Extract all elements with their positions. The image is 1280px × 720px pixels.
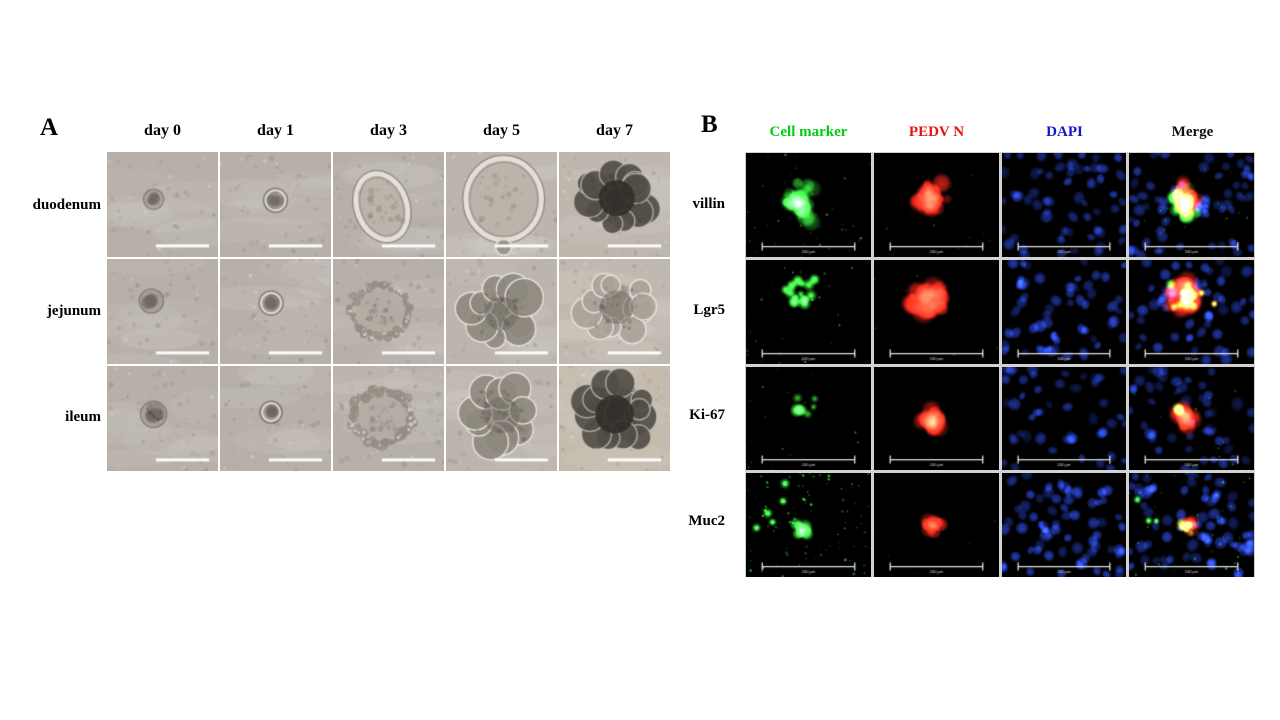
panel-a-image-r0-c1 [220, 152, 331, 257]
panel-b-image-r0-c0 [746, 153, 871, 257]
panel-a-row-label-jejunum: jejunum [46, 303, 101, 319]
panel-a-image-r0-c4 [559, 152, 670, 257]
panel-a-image-r2-c4 [559, 366, 670, 471]
panel-a-day-header: day 5 [483, 122, 520, 139]
panel-b-channel-header: Merge [1171, 124, 1214, 140]
panel-b-row-label-villin: villin [692, 196, 725, 212]
panel-b-image-r1-c1 [873, 259, 999, 364]
panel-b-channel-header: PEDV N [908, 124, 965, 140]
panel-a-day-header: day 7 [596, 122, 633, 139]
panel-b-channel-header: Cell marker [769, 124, 848, 140]
panel-b-image-r1-c3 [1129, 259, 1254, 364]
panel-b-image-r3-c1 [873, 473, 999, 578]
panel-a-image-r1-c2 [333, 259, 444, 364]
panel-a-image-r1-c4 [559, 259, 670, 364]
panel-b-image-r2-c1 [873, 366, 999, 471]
panel-b-row-label-Ki-67: Ki-67 [689, 407, 725, 423]
panel-a-image-r1-c0 [107, 259, 218, 364]
panel-b-image-r3-c0 [746, 473, 871, 578]
panel-a-image-grid [107, 152, 670, 471]
panel-b-image-r2-c0 [746, 366, 871, 471]
panel-b-label: B [701, 111, 718, 138]
panel-b-image-r1-c2 [1001, 259, 1127, 364]
panel-b-channel-header: DAPI [1046, 124, 1083, 140]
panel-a-row-label-ileum: ileum [65, 409, 101, 425]
panel-b-image-r0-c3 [1129, 153, 1254, 257]
panel-a-day-header: day 3 [370, 122, 407, 139]
panel-b-image-grid [745, 152, 1255, 578]
panel-a-image-r2-c0 [107, 366, 218, 471]
panel-a-image-r1-c1 [220, 259, 331, 364]
panel-b-image-r0-c2 [1001, 153, 1127, 257]
panel-b-image-r3-c3 [1129, 473, 1254, 578]
panel-a-image-r2-c1 [220, 366, 331, 471]
panel-a-day-header: day 1 [257, 122, 294, 139]
panel-b-image-r3-c2 [1001, 473, 1127, 578]
panel-a-image-r0-c3 [446, 152, 557, 257]
panel-a-row-label-duodenum: duodenum [32, 197, 101, 213]
panel-a-label: A [40, 114, 59, 141]
panel-a-image-r1-c3 [446, 259, 557, 364]
panel-b-image-r0-c1 [873, 153, 999, 257]
panel-b-row-label-Muc2: Muc2 [688, 513, 725, 529]
panel-a-day-header: day 0 [144, 122, 181, 139]
panel-a-image-r2-c3 [446, 366, 557, 471]
panel-b-image-r2-c2 [1001, 366, 1127, 471]
panel-a-image-r2-c2 [333, 366, 444, 471]
panel-a-image-r0-c0 [107, 152, 218, 257]
panel-b-image-r2-c3 [1129, 366, 1254, 471]
panel-b-image-r1-c0 [746, 259, 871, 364]
panel-b-row-label-Lgr5: Lgr5 [693, 302, 725, 318]
panel-a-image-r0-c2 [333, 152, 444, 257]
